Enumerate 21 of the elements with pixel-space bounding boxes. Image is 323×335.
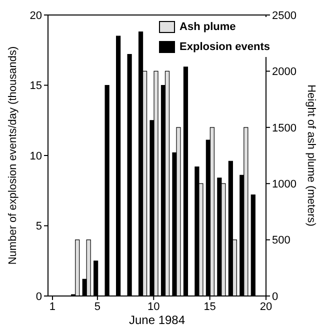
x-axis-title: June 1984: [128, 313, 186, 327]
x-tick-label: 15: [204, 300, 216, 313]
y-axis-title: Number of explosion events/day (thousands): [6, 46, 19, 265]
legend-label: Explosion events: [180, 40, 270, 55]
y-tick-label: 10: [30, 150, 42, 162]
y2-tick-label: 1000: [272, 178, 296, 191]
y2-tick-label: 1500: [272, 122, 296, 134]
y2-axis-title: Height of ash plume (meters): [305, 84, 318, 226]
y-tick-label: 15: [30, 80, 42, 92]
x-tick-label: 1: [49, 300, 56, 313]
y-tick-label: 20: [30, 10, 42, 22]
x-tick-label: 10: [148, 300, 160, 313]
y2-tick-label: 2500: [272, 10, 296, 22]
x-tick-label: 5: [94, 300, 101, 313]
x-tick-label: 20: [260, 300, 272, 313]
y2-tick-label: 2000: [272, 66, 296, 78]
y2-tick-label: 500: [272, 234, 290, 247]
legend-label: Ash plume: [180, 20, 236, 35]
y-tick-label: 0: [36, 290, 42, 303]
y2-tick-label: 0: [272, 290, 278, 303]
y-tick-label: 5: [36, 220, 42, 233]
